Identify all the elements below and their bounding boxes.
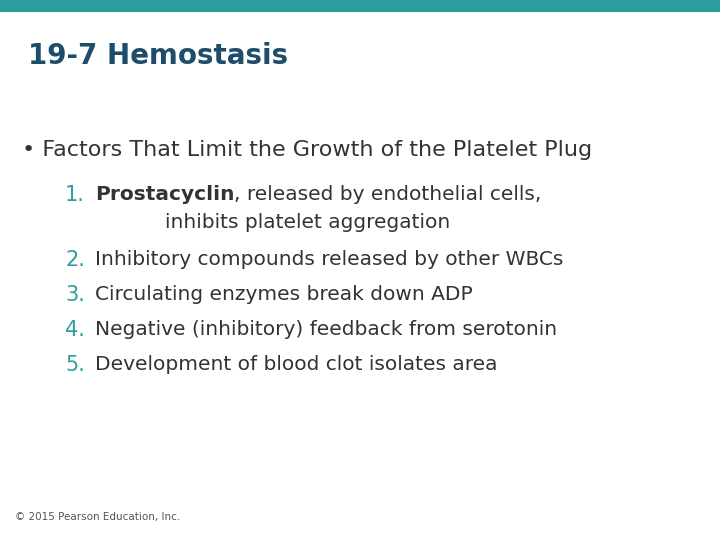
Text: Prostacyclin: Prostacyclin xyxy=(95,185,235,204)
Text: 1.: 1. xyxy=(65,185,85,205)
Text: inhibits platelet aggregation: inhibits platelet aggregation xyxy=(165,213,450,232)
Text: Inhibitory compounds released by other WBCs: Inhibitory compounds released by other W… xyxy=(95,250,563,269)
Text: Negative (inhibitory) feedback from serotonin: Negative (inhibitory) feedback from sero… xyxy=(95,320,557,339)
Text: 19-7 Hemostasis: 19-7 Hemostasis xyxy=(28,42,288,70)
Text: 5.: 5. xyxy=(65,355,85,375)
Text: 3.: 3. xyxy=(65,285,85,305)
Text: © 2015 Pearson Education, Inc.: © 2015 Pearson Education, Inc. xyxy=(15,512,180,522)
Text: 4.: 4. xyxy=(65,320,85,340)
Text: , released by endothelial cells,: , released by endothelial cells, xyxy=(235,185,542,204)
Bar xyxy=(0,0,720,12)
Text: Development of blood clot isolates area: Development of blood clot isolates area xyxy=(95,355,498,374)
Text: Circulating enzymes break down ADP: Circulating enzymes break down ADP xyxy=(95,285,473,304)
Text: • Factors That Limit the Growth of the Platelet Plug: • Factors That Limit the Growth of the P… xyxy=(22,140,592,160)
Text: 2.: 2. xyxy=(65,250,85,270)
